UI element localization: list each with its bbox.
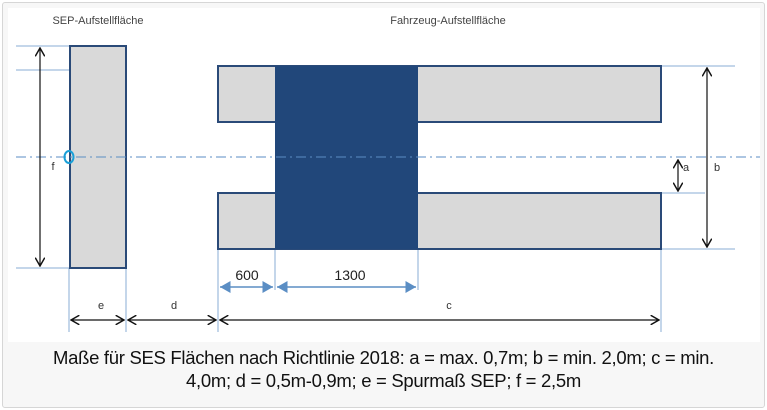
vehicle-area-title: Fahrzeug-Aufstellfläche [390,15,506,27]
caption-line-2: 4,0m; d = 0,5m-0,9m; e = Spurmaß SEP; f … [186,370,581,391]
sep-center-marker [63,150,75,164]
label-d: d [171,300,177,312]
label-b: b [714,162,720,174]
label-a: a [683,162,690,174]
ses-area-diagram: SEP-Aufstellfläche Fahrzeug-Aufstellfläc… [16,15,760,332]
label-c: c [446,300,452,312]
dimension-arrows [40,48,707,320]
label-e: e [98,300,104,312]
extension-lines [16,45,735,332]
label-600: 600 [235,267,259,283]
figure-caption: Maße für SES Flächen nach Richtlinie 201… [4,346,763,392]
sep-area-title: SEP-Aufstellfläche [52,15,143,27]
label-f: f [51,161,55,173]
caption-line-1: Maße für SES Flächen nach Richtlinie 201… [52,347,715,368]
label-1300: 1300 [334,267,365,283]
